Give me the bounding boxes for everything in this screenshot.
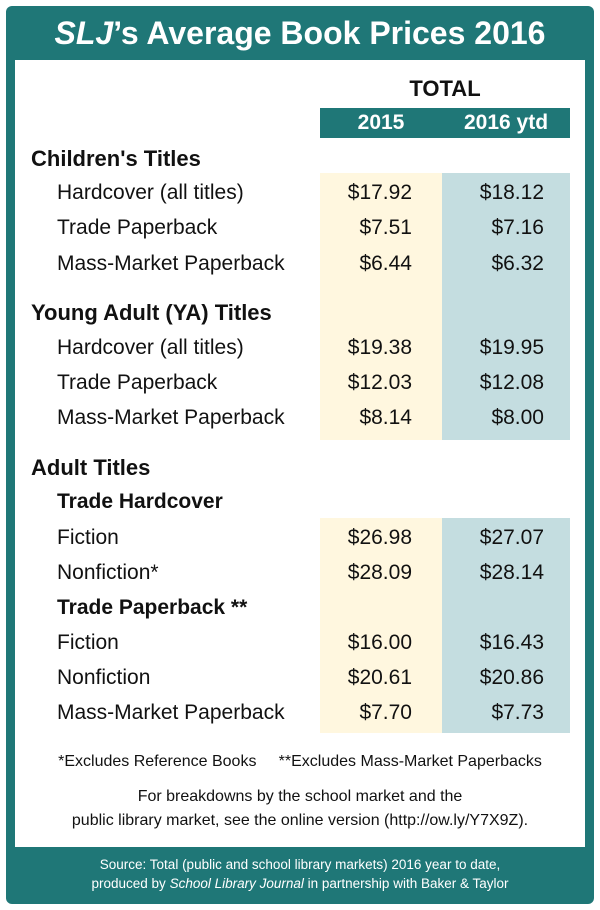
row-label: Nonfiction*: [57, 561, 159, 584]
value-2015: $12.03: [347, 371, 412, 394]
source-publication: School Library Journal: [169, 876, 304, 891]
row-label: Mass-Market Paperback: [57, 406, 285, 429]
value-2016: $20.86: [479, 666, 544, 689]
row-label: Fiction: [57, 631, 119, 654]
value-2016: $8.00: [491, 406, 544, 429]
value-2015: $16.00: [347, 631, 412, 654]
value-2016: $27.07: [479, 526, 544, 549]
price-table: TOTAL 2015 2016 ytd Children's Titles Ha…: [15, 60, 585, 847]
value-2015: $19.38: [347, 336, 412, 359]
source-line2-post: in partnership with Baker & Taylor: [303, 876, 509, 891]
value-2016: $12.08: [479, 371, 544, 394]
value-2016: $6.32: [491, 252, 544, 275]
row-label: Nonfiction: [57, 666, 151, 689]
section-young-adult: Young Adult (YA) Titles: [31, 300, 272, 325]
value-2015: $7.70: [359, 701, 412, 724]
year-2015-header: 2015: [357, 111, 405, 134]
row-label: Trade Paperback: [57, 216, 218, 239]
value-2015: $7.51: [359, 216, 412, 239]
value-2016: $28.14: [479, 561, 544, 584]
row-label: Mass-Market Paperback: [57, 701, 285, 724]
value-2015: $26.98: [347, 526, 412, 549]
section-adult: Adult Titles: [31, 455, 151, 480]
value-2015: $17.92: [347, 181, 412, 204]
source-credit: Source: Total (public and school library…: [6, 847, 594, 904]
value-2016: $18.12: [479, 181, 544, 204]
row-label: Mass-Market Paperback: [57, 252, 285, 275]
value-2016: $16.43: [479, 631, 544, 654]
value-2015: $6.44: [359, 252, 412, 275]
column-2015-band: [320, 173, 442, 339]
value-2016: $7.16: [491, 216, 544, 239]
column-2016-band: [442, 518, 570, 733]
page-title: SLJ’s Average Book Prices 2016: [54, 15, 546, 51]
column-2016-band: [442, 173, 570, 339]
value-2016: $7.73: [491, 701, 544, 724]
total-header: TOTAL: [409, 76, 481, 101]
row-label: Fiction: [57, 526, 119, 549]
column-2015-band: [320, 518, 442, 733]
value-2015: $28.09: [347, 561, 412, 584]
source-line2-pre: produced by: [91, 876, 170, 891]
column-2016-band: [442, 328, 570, 440]
value-2016: $19.95: [479, 336, 544, 359]
column-2015-band: [320, 328, 442, 440]
row-label: Hardcover (all titles): [57, 181, 244, 204]
breakdown-note-line1: For breakdowns by the school market and …: [137, 788, 463, 805]
value-2015: $20.61: [347, 666, 412, 689]
source-line1: Source: Total (public and school library…: [99, 857, 501, 872]
row-label: Trade Paperback: [57, 371, 218, 394]
section-children: Children's Titles: [31, 146, 201, 171]
year-header-bar: 2015 2016 ytd: [320, 108, 570, 138]
subheading-trade-paperback: Trade Paperback **: [57, 596, 248, 619]
subheading-trade-hardcover: Trade Hardcover: [57, 490, 223, 513]
value-2015: $8.14: [359, 406, 412, 429]
year-2016-header: 2016 ytd: [463, 111, 549, 134]
excludes-footnote: *Excludes Reference Books **Excludes Mas…: [58, 753, 542, 770]
row-label: Hardcover (all titles): [57, 336, 244, 359]
breakdown-note-line2: public library market, see the online ve…: [71, 812, 529, 829]
